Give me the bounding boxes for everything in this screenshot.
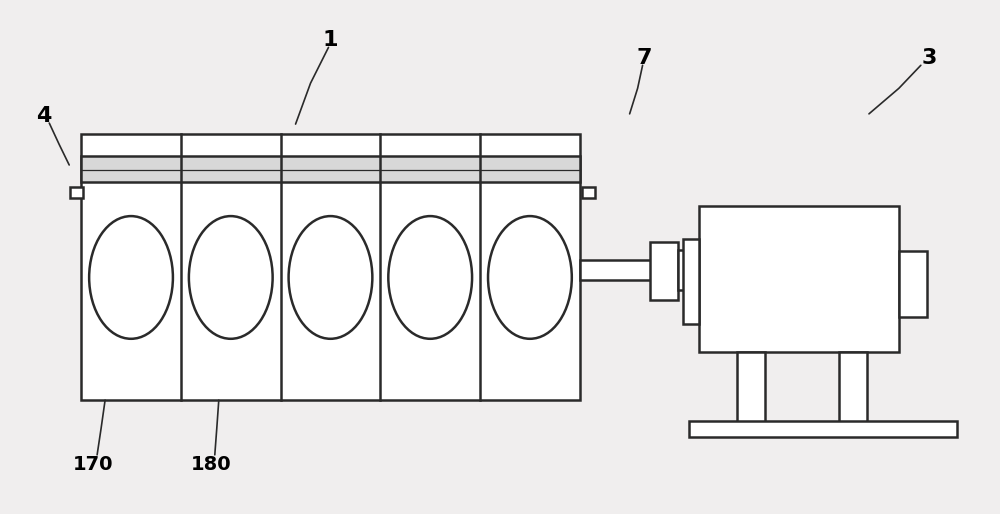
Ellipse shape	[488, 216, 572, 339]
Bar	[678, 250, 699, 290]
Bar	[899, 251, 927, 317]
Text: 3: 3	[921, 48, 936, 68]
Ellipse shape	[189, 216, 273, 339]
Bar	[689, 420, 957, 437]
Bar	[839, 352, 867, 423]
Ellipse shape	[388, 216, 472, 339]
Bar	[81, 156, 580, 182]
Bar	[737, 352, 765, 423]
Bar	[683, 238, 699, 324]
Ellipse shape	[89, 216, 173, 339]
Text: 180: 180	[190, 454, 231, 473]
Text: 1: 1	[323, 30, 338, 50]
Text: 4: 4	[36, 106, 51, 126]
Bar	[70, 187, 83, 198]
Bar	[580, 260, 655, 280]
Bar	[650, 242, 678, 301]
Text: 170: 170	[73, 454, 113, 473]
Bar	[582, 187, 595, 198]
Text: 7: 7	[637, 48, 652, 68]
Ellipse shape	[289, 216, 372, 339]
Bar	[699, 206, 899, 352]
Bar	[81, 134, 580, 400]
